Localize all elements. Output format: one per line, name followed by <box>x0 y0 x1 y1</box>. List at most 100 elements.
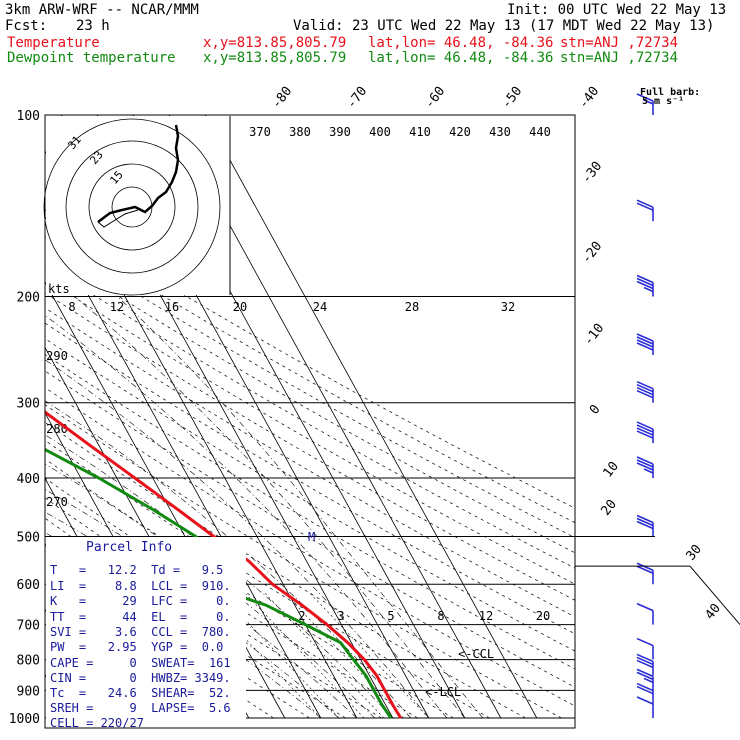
mixing-ratio-label: 8 <box>437 609 444 623</box>
dewpoint-profile-line <box>45 447 393 719</box>
temperature-station: stn=ANJ ,72734 <box>560 35 679 51</box>
dry-adiabat-line <box>45 322 575 635</box>
speed-tick-label: 32 <box>501 300 515 314</box>
moist-adiabat-line <box>45 434 394 719</box>
m-marker: M <box>308 530 315 544</box>
mixing-ratio-line <box>264 592 385 719</box>
parcel-row: CAPE = 0 SWEAT= 161 <box>50 656 231 670</box>
parcel-row: CELL = 220/27 <box>50 716 144 730</box>
mixing-ratio-line <box>284 592 404 719</box>
mixing-ratio-label: 5 <box>387 609 394 623</box>
mixing-ratio-label: 3 <box>337 609 344 623</box>
pressure-tick-label: 700 <box>17 619 40 634</box>
pressure-tick-label: 100 <box>17 109 40 124</box>
speed-tick-label: 12 <box>110 300 124 314</box>
speed-tick-label: 24 <box>313 300 327 314</box>
theta-label: 380 <box>289 125 311 139</box>
dry-adiabat-line <box>45 263 575 569</box>
model-title: 3km ARW-WRF -- NCAR/MMM <box>5 2 199 18</box>
parcel-row: Tc = 24.6 SHEAR= 52. <box>50 686 231 700</box>
init-time: Init: 00 UTC Wed 22 May 13 <box>507 2 727 18</box>
parcel-row: T = 12.2 Td = 9.5 <box>50 563 224 577</box>
pressure-tick-label: 800 <box>17 654 40 669</box>
temperature-legend-label: Temperature <box>7 35 100 51</box>
theta-label: 420 <box>449 125 471 139</box>
wind-barb <box>636 514 654 537</box>
speed-tick-label: 16 <box>165 300 179 314</box>
hodograph-ring <box>88 163 176 251</box>
parcel-row: K = 29 LFC = 0. <box>50 594 231 608</box>
theta-label: 370 <box>249 125 271 139</box>
theta-label: 290 <box>46 349 68 363</box>
dry-adiabat-line <box>45 307 575 618</box>
hodograph-ring <box>65 140 199 274</box>
isotherm-label: -60 <box>422 84 448 112</box>
isotherm-label: -40 <box>576 84 602 112</box>
temperature-profile-line <box>45 410 402 719</box>
kts-label: kts <box>48 282 70 296</box>
wind-barb <box>636 668 654 691</box>
isotherm-label: 40 <box>703 601 724 623</box>
parcel-row: PW = 2.95 YGP = 0.0 <box>50 640 224 654</box>
isotherm-label: -10 <box>581 321 607 349</box>
mixing-ratio-label: 20 <box>536 609 550 623</box>
wind-barb <box>636 456 654 479</box>
hodograph-background <box>46 116 230 295</box>
wind-barb <box>636 333 654 355</box>
dry-adiabat-line <box>45 370 575 688</box>
isotherm-label: -80 <box>269 84 295 112</box>
isotherm-label: 0 <box>587 402 604 417</box>
hodograph-trace <box>97 124 180 223</box>
wind-barb <box>636 602 654 625</box>
pressure-tick-label: 1000 <box>9 712 40 727</box>
dewpoint-latlon: lat,lon= 46.48, -84.36 <box>368 50 554 66</box>
dry-adiabat-line <box>45 354 575 670</box>
theta-label: 390 <box>329 125 351 139</box>
mixing-ratio-line <box>244 592 365 719</box>
wind-barb <box>636 696 654 718</box>
parcel-row: TT = 44 EL = 0. <box>50 610 231 624</box>
ccl-marker: <-CCL <box>458 647 494 661</box>
pressure-tick-label: 200 <box>17 291 40 306</box>
theta-label: 440 <box>529 125 551 139</box>
parcel-row: LI = 8.8 LCL = 910. <box>50 579 231 593</box>
dewpoint-station: stn=ANJ ,72734 <box>560 50 679 66</box>
speed-tick-label: 20 <box>233 300 247 314</box>
wind-barb <box>636 682 654 705</box>
pressure-tick-label: 600 <box>17 578 40 593</box>
mixing-ratio-label: 2 <box>298 609 305 623</box>
theta-label: 270 <box>46 495 68 509</box>
dry-adiabat-line <box>45 517 346 719</box>
dewpoint-xy: x,y=813.85,805.79 <box>203 50 347 66</box>
wind-legend-title: Full barb: <box>640 87 700 98</box>
dry-adiabat-line <box>45 236 575 539</box>
valid-time: Valid: 23 UTC Wed 22 May 13 (17 MDT Wed … <box>293 18 715 34</box>
dewpoint-legend-label: Dewpoint temperature <box>7 50 176 66</box>
parcel-row: SVI = 3.6 CCL = 780. <box>50 625 231 639</box>
speed-tick-label: 8 <box>68 300 75 314</box>
mixing-ratio-line <box>219 592 340 719</box>
forecast-hour: 23 h <box>76 18 110 34</box>
wind-barb <box>636 653 654 676</box>
parcel-row: SREH = 9 LAPSE= 5.6 <box>50 701 231 715</box>
mixing-ratio-line <box>201 592 322 719</box>
wind-barb <box>636 199 654 222</box>
theta-label: 430 <box>489 125 511 139</box>
pressure-tick-label: 900 <box>17 684 40 699</box>
theta-label: 280 <box>46 422 68 436</box>
wind-barb <box>636 93 654 115</box>
pressure-tick-label: 300 <box>17 397 40 412</box>
wind-barb <box>636 274 654 297</box>
isotherm-label: -50 <box>499 84 525 112</box>
isotherm-label: 20 <box>599 497 620 519</box>
temperature-latlon: lat,lon= 46.48, -84.36 <box>368 35 554 51</box>
moist-adiabat-line <box>45 463 376 719</box>
mixing-ratio-label: 12 <box>479 609 493 623</box>
mixing-ratio-line <box>309 592 430 719</box>
isotherm-label: -20 <box>579 239 605 267</box>
isotherm-label: -70 <box>344 84 370 112</box>
wind-legend-value: 5 m s⁻¹ <box>642 96 684 107</box>
isotherm-line <box>45 215 322 719</box>
isotherm-label: 30 <box>684 542 705 564</box>
